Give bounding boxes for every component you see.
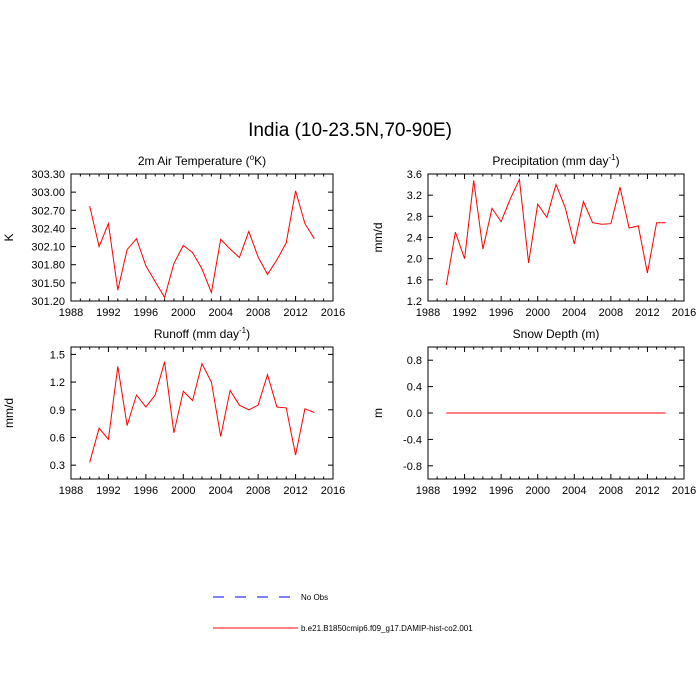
x-tick-label: 2012: [283, 485, 307, 497]
y-tick-label: 2.4: [407, 233, 422, 245]
x-tick-label: 2004: [562, 307, 586, 319]
panel-title-text: Runoff (mm day: [154, 327, 239, 341]
x-tick-label: 1992: [452, 307, 476, 319]
legend-model-label: b.e21.B1850cmip6.f09_g17.DAMIP-hist-co2.…: [301, 624, 473, 633]
panel-title: Runoff (mm day-1): [154, 326, 250, 341]
y-tick-label: 302.70: [31, 205, 65, 217]
y-axis-label: mm/d: [2, 398, 16, 428]
x-tick-label: 1996: [134, 307, 158, 319]
panel-snow: Snow Depth (m) m -0.8 -0.4 0.0 0.4 0.8 1988 1992…: [371, 327, 696, 497]
x-tick-label: 2008: [599, 485, 623, 497]
x-tick-label: 1996: [134, 485, 158, 497]
legend-obs-label: No Obs: [301, 593, 328, 602]
y-tick-label: 0.6: [50, 432, 65, 444]
x-tick-label: 1988: [416, 307, 440, 319]
y-tick-label: 0.9: [50, 405, 65, 417]
x-tick-label: 2016: [321, 307, 345, 319]
y-tick-label: 1.5: [50, 349, 65, 361]
y-tick-label: 1.2: [50, 377, 65, 389]
y-tick-label: 0.0: [407, 408, 422, 420]
x-tick-label: 1996: [489, 485, 513, 497]
series-line-model: [89, 361, 315, 463]
y-tick-label: -0.8: [403, 461, 422, 473]
y-tick-label: 2.0: [407, 254, 422, 266]
y-tick-label: 0.4: [407, 382, 422, 394]
x-tick-label: 1988: [59, 307, 83, 319]
x-tick-label: 2012: [635, 485, 659, 497]
x-tick-label: 2016: [321, 485, 345, 497]
y-tick-label: -0.4: [403, 434, 422, 446]
y-tick-label: 301.20: [31, 296, 65, 308]
panel-title-superscript: -1: [239, 326, 247, 335]
x-tick-label: 1992: [96, 485, 120, 497]
panel-title-suffix: ): [616, 154, 620, 168]
panel-runoff: Runoff (mm day-1) mm/d 0.3 0.6 0.9 1.2 1.5 1988…: [2, 326, 345, 497]
y-tick-label: 2.8: [407, 211, 422, 223]
series-line-model: [89, 190, 315, 299]
panel-title-text: Precipitation (mm day: [492, 154, 608, 168]
x-tick-label: 2008: [246, 307, 270, 319]
x-tick-label: 2000: [171, 307, 195, 319]
y-tick-label: 1.2: [407, 296, 422, 308]
y-tick-label: 0.8: [407, 355, 422, 367]
y-tick-label: 0.3: [50, 460, 65, 472]
x-tick-label: 1992: [452, 485, 476, 497]
y-tick-label: 301.80: [31, 260, 65, 272]
y-tick-label: 3.6: [407, 169, 422, 181]
chart-panels: 2m Air Temperature (oK) K 301.20 301.50 301.…: [2, 153, 696, 497]
y-tick-label: 301.50: [31, 278, 65, 290]
y-axis-label: K: [2, 233, 16, 241]
panel-precip: Precipitation (mm day-1) mm/d 1.2 1.6 2.0 2.4…: [371, 153, 696, 319]
x-tick-label: 2016: [672, 307, 696, 319]
x-tick-label: 2000: [171, 485, 195, 497]
y-axis-label: m: [371, 408, 385, 418]
y-tick-label: 303.30: [31, 169, 65, 181]
panel-title-text: 2m Air Temperature (: [138, 154, 250, 168]
panel-title: Precipitation (mm day-1): [492, 153, 619, 168]
panel-title-superscript: -1: [608, 153, 616, 162]
x-tick-label: 2000: [525, 485, 549, 497]
series-line-model: [445, 177, 666, 286]
x-tick-label: 2004: [208, 485, 232, 497]
panel-temp: 2m Air Temperature (oK) K 301.20 301.50 301.…: [2, 153, 345, 319]
figure-title: India (10-23.5N,70-90E): [248, 120, 452, 141]
y-tick-label: 302.10: [31, 242, 65, 254]
x-tick-label: 2000: [525, 307, 549, 319]
plot-frame: [427, 173, 685, 302]
panel-title-text: Snow Depth (m): [513, 327, 600, 341]
panel-title: 2m Air Temperature (oK): [138, 153, 266, 168]
y-axis-label: mm/d: [371, 223, 385, 253]
y-tick-label: 303.00: [31, 187, 65, 199]
x-tick-label: 1992: [96, 307, 120, 319]
y-tick-label: 3.2: [407, 190, 422, 202]
y-tick-label: 1.6: [407, 275, 422, 287]
x-tick-label: 2004: [562, 485, 586, 497]
x-tick-label: 1996: [489, 307, 513, 319]
x-tick-label: 1988: [416, 485, 440, 497]
plot-frame: [70, 346, 334, 480]
x-tick-label: 2008: [599, 307, 623, 319]
x-tick-label: 2004: [208, 307, 232, 319]
x-tick-label: 2008: [246, 485, 270, 497]
y-tick-label: 302.40: [31, 223, 65, 235]
x-tick-label: 2012: [283, 307, 307, 319]
x-tick-label: 1988: [59, 485, 83, 497]
panel-title: Snow Depth (m): [513, 327, 600, 341]
panel-title-suffix: ): [246, 327, 250, 341]
panel-title-suffix: K): [254, 154, 266, 168]
x-tick-label: 2012: [635, 307, 659, 319]
legend: No Obs b.e21.B1850cmip6.f09_g17.DAMIP-hi…: [213, 593, 473, 633]
panel-title-superscript: o: [250, 153, 255, 162]
x-tick-label: 2016: [672, 485, 696, 497]
